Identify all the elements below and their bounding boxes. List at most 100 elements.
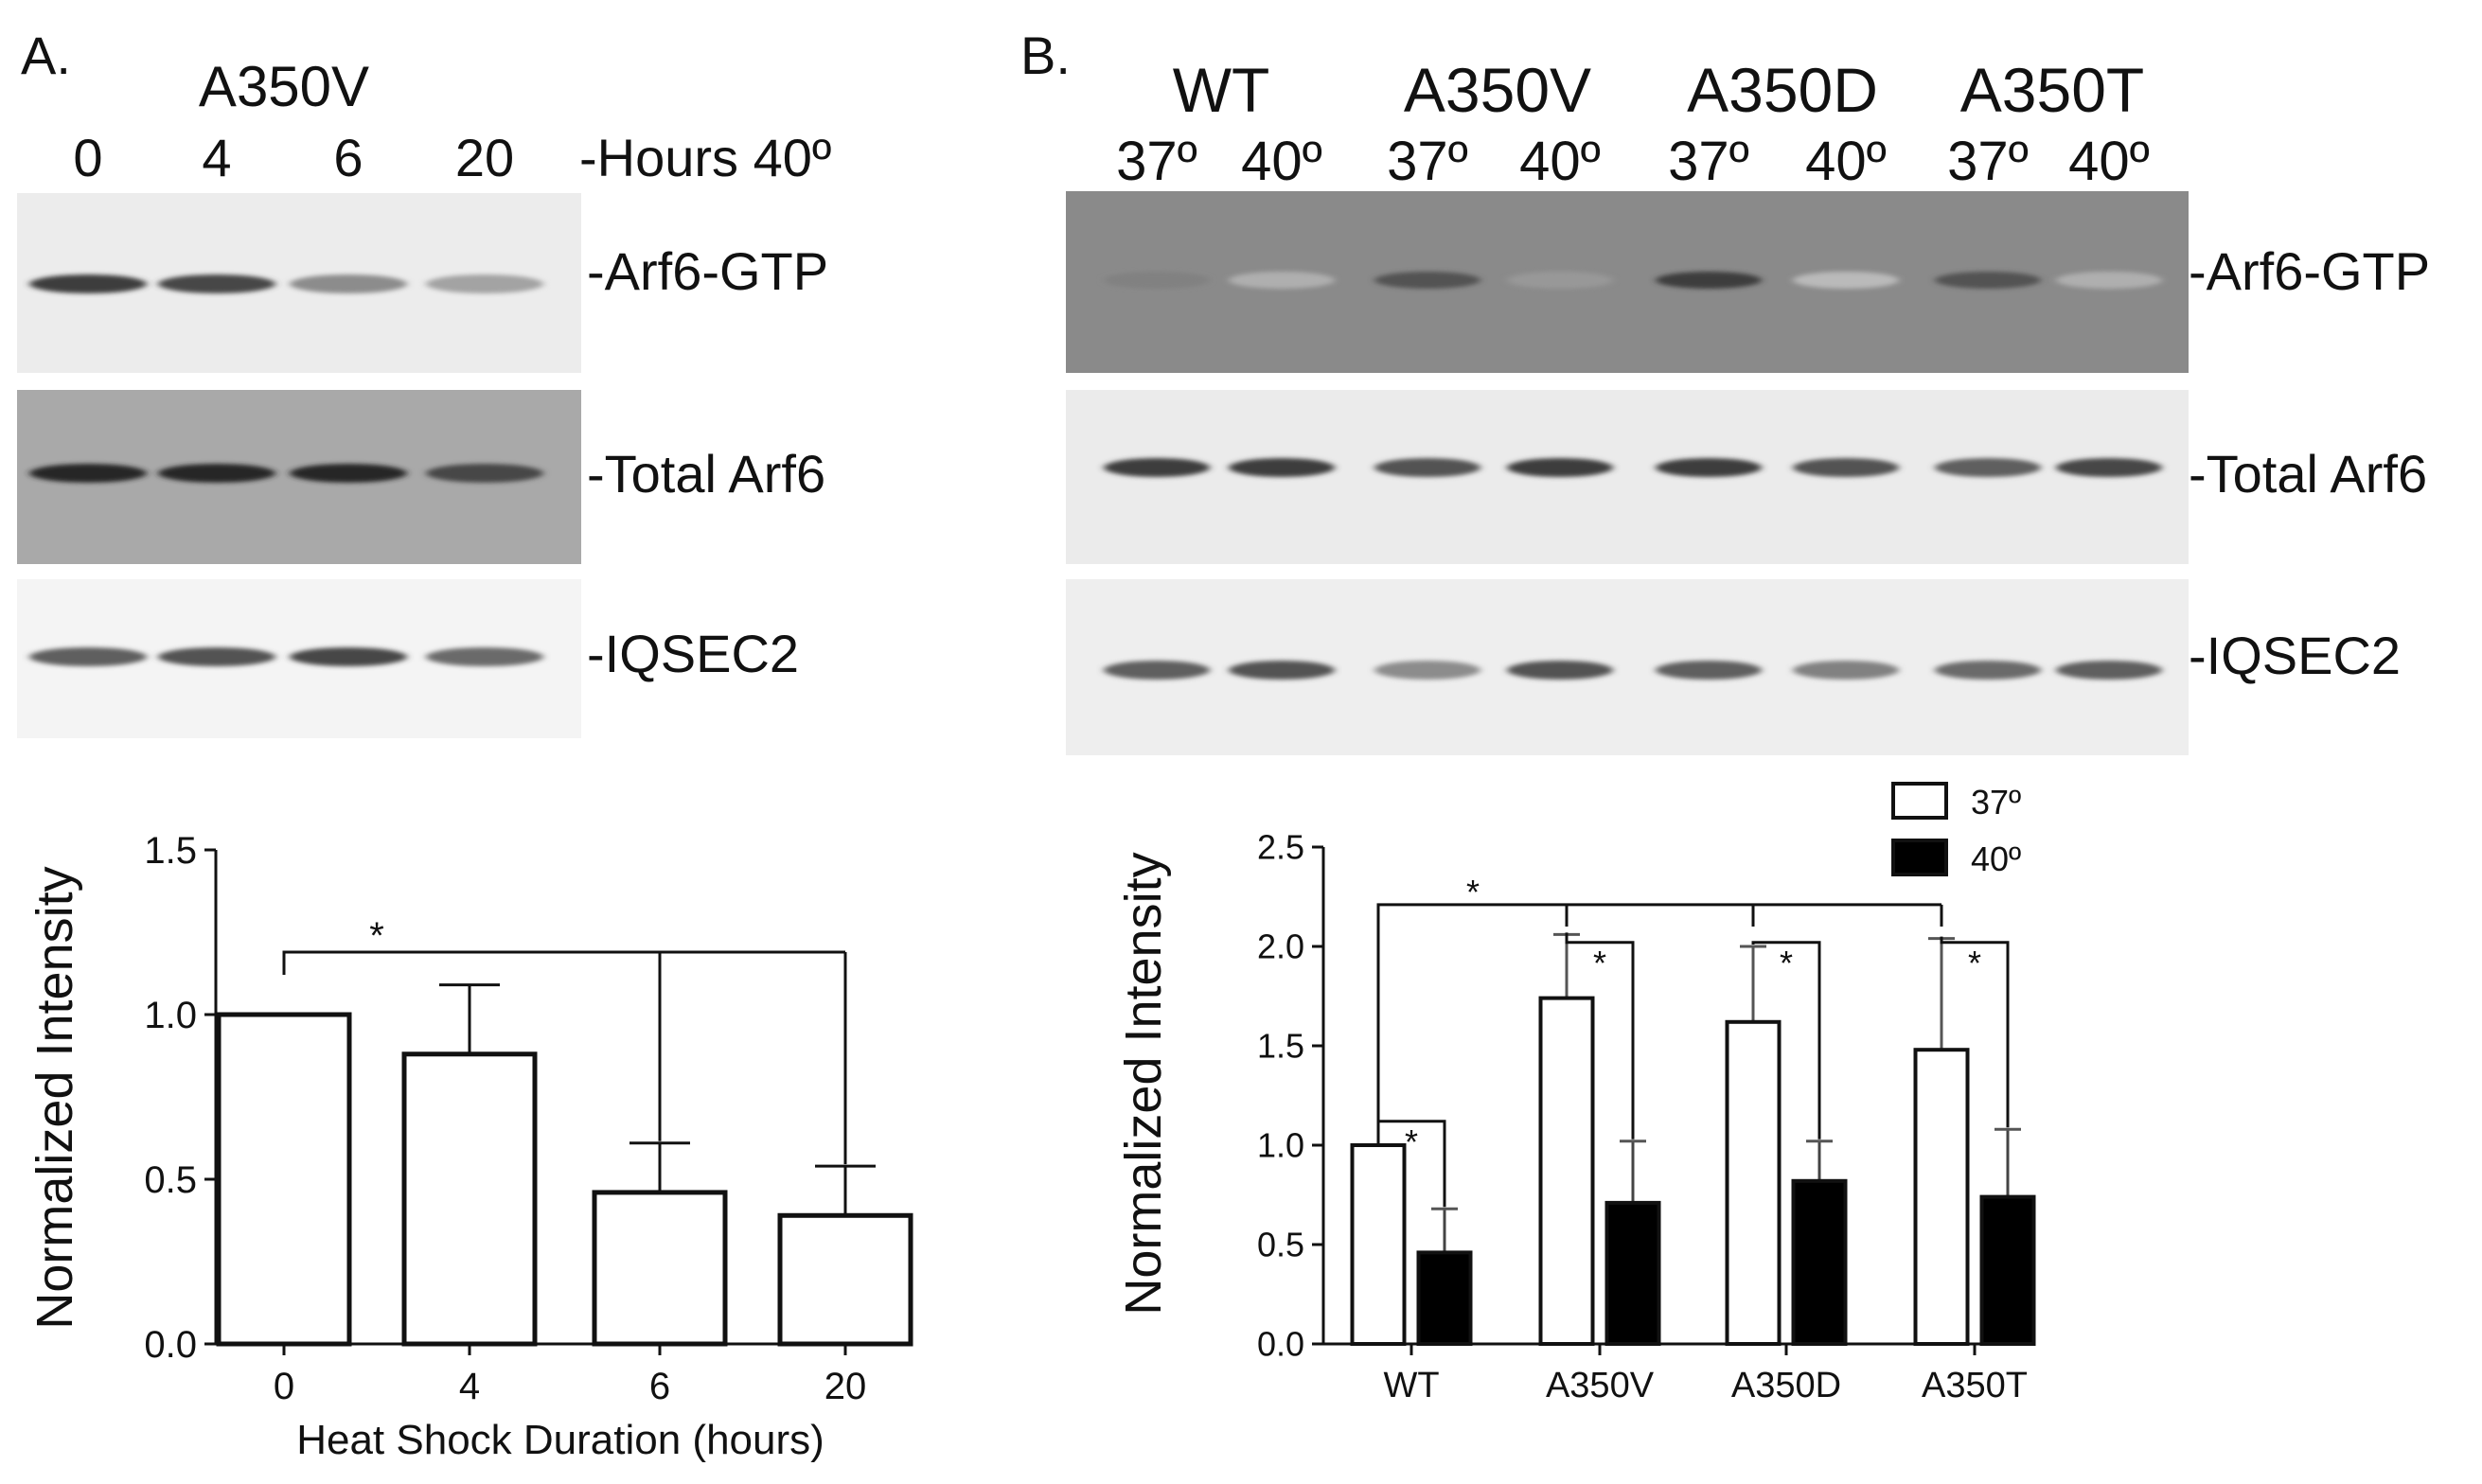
temp-label: 40º <box>1241 131 1322 192</box>
significance-star: * <box>1593 944 1606 982</box>
blot-band <box>1104 272 1210 289</box>
blot-band <box>1656 272 1762 289</box>
bar <box>1913 1048 1970 1346</box>
x-tick-label: 4 <box>459 1366 480 1407</box>
bar <box>1979 1194 2036 1346</box>
legend-label: 37º <box>1971 783 2021 822</box>
bar <box>1350 1143 1407 1346</box>
significance-star: * <box>1466 873 1480 911</box>
lane-label: 20 <box>455 128 514 187</box>
blot-band <box>158 647 275 666</box>
significance-star: * <box>1968 944 1981 982</box>
temp-label: 37º <box>1116 131 1197 192</box>
bar <box>592 1190 728 1347</box>
x-axis-label: Heat Shock Duration (hours) <box>296 1417 824 1463</box>
blot-band <box>1935 661 2041 680</box>
group-label: A350T <box>1960 55 2144 125</box>
blot-band <box>1229 661 1335 680</box>
bar <box>1604 1200 1661 1347</box>
blot-row-label: -IQSEC2 <box>587 624 799 683</box>
significance-star: * <box>369 915 384 957</box>
y-tick-label: 1.0 <box>144 995 197 1036</box>
blot-band <box>2056 661 2162 680</box>
panel-a-construct: A350V <box>199 55 369 118</box>
bar <box>1725 1019 1782 1347</box>
lane-label: 4 <box>202 128 231 187</box>
blot-band <box>290 464 407 483</box>
temp-label: 37º <box>1668 131 1749 192</box>
legend-label: 40º <box>1971 839 2021 878</box>
panel-a-label: A. <box>21 26 71 85</box>
bar <box>777 1212 913 1347</box>
chart-a: 0.0 0.5 1.0 1.5 0 4 6 20 * Heat Shock Duration (h… <box>27 830 913 1463</box>
x-tick-label: A350D <box>1731 1366 1841 1405</box>
blot-band <box>158 464 275 483</box>
blot-band <box>1374 272 1480 289</box>
y-tick-label: 1.0 <box>1257 1126 1304 1165</box>
lane-label: 6 <box>333 128 363 187</box>
y-axis-label: Normalized Intensity <box>27 866 83 1329</box>
y-tick-label: 1.5 <box>144 830 197 872</box>
blot-band <box>2056 458 2162 477</box>
blot-band <box>1935 458 2041 477</box>
significance-bracket <box>1376 903 1943 1143</box>
blot-row-label: -Arf6-GTP <box>587 241 828 301</box>
blot-row-label: -Total Arf6 <box>587 444 825 504</box>
blot-band <box>1656 661 1762 680</box>
x-tick-label: A350V <box>1546 1366 1655 1405</box>
significance-bracket <box>1751 941 1821 1140</box>
temp-label: 40º <box>1519 131 1601 192</box>
y-tick-label: 2.0 <box>1257 928 1304 966</box>
significance-bracket <box>282 950 847 1165</box>
blot-band <box>1793 661 1899 680</box>
blot-band <box>1793 458 1899 477</box>
blot-row-label: -Total Arf6 <box>2189 444 2427 504</box>
x-tick-label: 20 <box>824 1366 867 1407</box>
bar <box>1416 1250 1473 1347</box>
x-tick-label: 0 <box>274 1366 294 1407</box>
significance-star: * <box>1405 1122 1418 1161</box>
bar <box>1538 996 1595 1346</box>
legend-swatch <box>1891 839 1948 876</box>
blot-row-label: -IQSEC2 <box>2189 626 2401 685</box>
blot-band <box>1104 661 1210 680</box>
blot-band <box>29 464 147 483</box>
blot-band <box>426 464 543 483</box>
temp-label: 40º <box>2068 131 2150 192</box>
y-tick-label: 1.5 <box>1257 1027 1304 1066</box>
blot-strip-total-arf6 <box>1066 390 2189 564</box>
blot-band <box>1229 458 1335 477</box>
panel-b-blot-labels: -Arf6-GTP -Total Arf6 -IQSEC2 <box>2189 241 2430 685</box>
panel-b-temp-labels: 37º 40º 37º 40º 37º 40º 37º 40º <box>1116 131 2150 192</box>
blot-row-label: -Arf6-GTP <box>2189 241 2430 301</box>
group-label: A350D <box>1687 55 1878 125</box>
group-label: A350V <box>1404 55 1591 125</box>
significance-star: * <box>1780 944 1793 982</box>
blot-band <box>1935 272 2041 289</box>
bar <box>216 1012 352 1347</box>
lane-label: 0 <box>73 128 102 187</box>
x-tick-label: WT <box>1383 1366 1439 1405</box>
blot-band <box>426 274 543 293</box>
temp-label: 37º <box>1947 131 2029 192</box>
panel-a-lane-labels: 0 4 6 20 <box>73 128 514 187</box>
bar <box>1791 1178 1848 1347</box>
panel-b-blot <box>1066 191 2189 755</box>
blot-band <box>1507 661 1613 680</box>
blot-band <box>2056 272 2162 289</box>
y-tick-label: 0.5 <box>144 1159 197 1201</box>
temp-label: 37º <box>1387 131 1468 192</box>
panel-a-blot-labels: -Arf6-GTP -Total Arf6 -IQSEC2 <box>587 241 828 683</box>
panel-b-group-labels: WT A350V A350D A350T <box>1173 55 2145 125</box>
panel-b-label: B. <box>1020 26 1071 85</box>
chart-b: 0.0 0.5 1.0 1.5 2.0 2.5 WT A350V A350D A350T * * * * *… <box>1115 782 2036 1405</box>
blot-band <box>29 274 147 293</box>
y-tick-label: 0.0 <box>144 1324 197 1366</box>
blot-band <box>290 274 407 293</box>
legend-swatch <box>1891 782 1948 820</box>
y-tick-label: 2.5 <box>1257 828 1304 867</box>
bar <box>401 1051 538 1347</box>
blot-band <box>1374 661 1480 680</box>
